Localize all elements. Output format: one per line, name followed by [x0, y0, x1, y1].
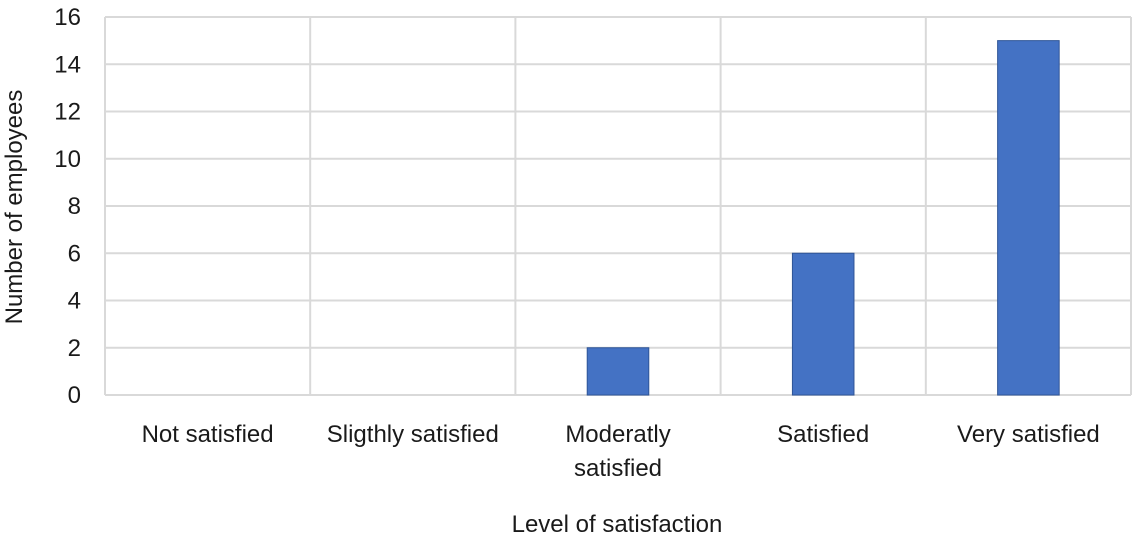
chart-grid	[104, 16, 1132, 396]
y-tick-label: 14	[54, 51, 81, 78]
bar	[586, 347, 650, 396]
x-axis-ticks: Not satisfied Sligthly satisfied Moderatly…	[142, 421, 1100, 482]
y-tick-label: 10	[54, 146, 81, 173]
y-tick-label: 16	[54, 4, 81, 31]
x-tick-label: Very satisfied	[957, 421, 1100, 448]
x-tick-label: Satisfied	[777, 421, 869, 448]
x-tick-label: Not satisfied	[142, 421, 274, 448]
x-axis-title: Level of satisfaction	[512, 511, 723, 536]
y-axis-ticks: 0 2 4 6 8 10 12 14 16	[54, 4, 81, 409]
y-tick-label: 6	[68, 240, 81, 267]
y-tick-label: 4	[68, 288, 81, 315]
x-tick-label: satisfied	[574, 455, 662, 482]
bar	[997, 40, 1060, 396]
x-tick-label: Moderatly	[565, 421, 670, 448]
y-tick-label: 12	[54, 99, 81, 126]
y-tick-label: 8	[68, 193, 81, 220]
y-tick-label: 2	[68, 335, 81, 362]
x-tick-label: Sligthly satisfied	[327, 421, 499, 448]
chart-bars	[586, 40, 1060, 396]
bar	[791, 252, 855, 396]
y-tick-label: 0	[68, 382, 81, 409]
y-axis-title: Number of employees	[1, 90, 28, 325]
